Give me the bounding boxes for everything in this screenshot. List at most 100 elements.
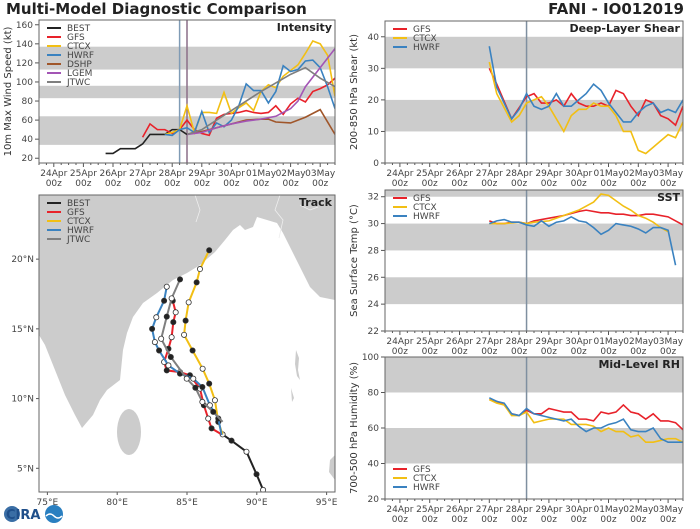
y-tick-label: 120: [16, 59, 33, 69]
track-point-jtwc: [183, 375, 190, 382]
x-tick-label: 25Apr: [416, 505, 443, 515]
legend-label: CTCX: [413, 203, 437, 213]
track-point-gfs: [170, 319, 177, 326]
lat-tick-label: 15°N: [11, 325, 34, 335]
x-tick-label: 27Apr: [476, 169, 503, 179]
track-panel: 75°E 80°E 85°E 90°E 95°E 5°N 10°N 15°N 20°N Track…: [11, 194, 338, 508]
rh-panel: 24Apr00z25Apr00z26Apr00z27Apr00z28Apr00z…: [349, 353, 684, 525]
sst-plot-area: [385, 190, 683, 331]
x-tick-label: 00z: [223, 179, 239, 189]
track-point-ctcx: [185, 299, 192, 306]
y-tick-label: 20: [368, 96, 380, 106]
track-point-gfs: [172, 309, 179, 316]
plot-frame: [384, 20, 684, 164]
country-borders: [194, 195, 319, 239]
x-tick-label: 01May: [593, 169, 624, 179]
track-point-ctcx: [182, 317, 189, 324]
x-tick-label: 28Apr: [506, 337, 533, 347]
land-islands: [291, 350, 335, 480]
legend-label: GFS: [67, 208, 85, 218]
sst-line-ctcx: [489, 193, 669, 233]
band: [385, 277, 683, 305]
x-tick-label: 29Apr: [535, 169, 562, 179]
lon-tick-label: 80°E: [106, 498, 128, 508]
y-tick-label: 20: [22, 154, 34, 164]
track-point-hwrf: [153, 314, 160, 321]
band: [385, 223, 683, 251]
y-axis-label: Sea Surface Temp (°C): [349, 204, 360, 317]
shear-panel: 24Apr00z25Apr00z26Apr00z27Apr00z28Apr00z…: [349, 20, 684, 189]
intensity-line-jtwc: [186, 66, 335, 136]
legend-label: JTWC: [66, 235, 90, 245]
lat-tick-label: 20°N: [11, 255, 34, 265]
band: [385, 36, 683, 69]
x-tick-label: 25Apr: [416, 169, 443, 179]
x-tick-label: 03May: [653, 337, 684, 347]
x-tick-label: 26Apr: [446, 505, 473, 515]
track-point-hwrf: [149, 325, 156, 332]
y-tick-label: 80: [22, 97, 34, 107]
x-tick-label: 00z: [660, 515, 676, 525]
x-tick-label: 00z: [571, 347, 587, 357]
y-tick-label: 20: [368, 495, 380, 505]
legend-label: HWRF: [413, 212, 440, 222]
x-tick-label: 00z: [600, 179, 616, 189]
x-tick-label: 00z: [253, 179, 269, 189]
legend-label: BEST: [67, 199, 91, 209]
legend-label: JTWC: [66, 78, 90, 88]
x-tick-label: 27Apr: [129, 169, 156, 179]
track-point-gfs: [168, 334, 175, 341]
y-axis-label: 10m Max Wind Speed (kt): [3, 26, 14, 156]
land-sri-lanka: [117, 409, 141, 455]
y-tick-label: 160: [16, 21, 33, 31]
track-line-best: [222, 433, 265, 491]
x-tick-label: 25Apr: [70, 169, 97, 179]
x-tick-label: 30Apr: [565, 505, 592, 515]
rh-plot-area: [385, 357, 683, 499]
y-tick-label: 60: [22, 116, 34, 126]
y-tick-label: 0: [373, 159, 379, 169]
track-point-gfs: [208, 425, 215, 432]
x-tick-label: 00z: [541, 515, 557, 525]
x-tick-label: 00z: [105, 179, 121, 189]
x-tick-label: 02May: [623, 337, 654, 347]
x-tick-label: 25Apr: [416, 337, 443, 347]
x-tick-label: 26Apr: [99, 169, 126, 179]
panel-title: Intensity: [277, 21, 332, 34]
track-point-hwrf: [199, 384, 206, 391]
track-plot-area: [39, 195, 335, 492]
x-tick-label: 00z: [392, 179, 408, 189]
y-tick-label: 30: [368, 220, 380, 230]
x-tick-label: 00z: [600, 347, 616, 357]
track-point-jtwc: [168, 295, 175, 302]
x-tick-label: 27Apr: [476, 337, 503, 347]
x-tick-label: 26Apr: [446, 337, 473, 347]
x-tick-label: 00z: [630, 515, 646, 525]
track-point-jtwc: [199, 398, 206, 405]
panel-title: Deep-Layer Shear: [569, 22, 680, 35]
plot-frame: [38, 194, 336, 493]
x-tick-label: 00z: [481, 347, 497, 357]
track-point-jtwc: [158, 335, 165, 342]
x-tick-label: 26Apr: [446, 169, 473, 179]
legend-label: HWRF: [413, 43, 440, 53]
lon-tick-label: 90°E: [246, 498, 268, 508]
lat-tick-label: 10°N: [11, 395, 34, 405]
track-point-ctcx: [181, 331, 188, 338]
track-point-best: [243, 448, 250, 455]
track-point-jtwc: [177, 276, 184, 283]
track-point-ctcx: [189, 347, 196, 354]
legend-label: DSHP: [67, 60, 92, 70]
y-tick-label: 26: [368, 273, 380, 283]
x-tick-label: 24Apr: [386, 505, 413, 515]
x-tick-label: 00z: [481, 515, 497, 525]
sst-panel: 24Apr00z25Apr00z26Apr00z27Apr00z28Apr00z…: [349, 189, 684, 357]
legend-label: CTCX: [413, 34, 437, 44]
track-point-ctcx: [193, 279, 200, 286]
x-tick-label: 02May: [623, 169, 654, 179]
x-tick-label: 00z: [392, 347, 408, 357]
panel-title: Track: [299, 196, 333, 209]
shear-plot-area: [385, 21, 683, 163]
shear-line-ctcx: [488, 61, 683, 155]
track-point-best: [228, 437, 235, 444]
